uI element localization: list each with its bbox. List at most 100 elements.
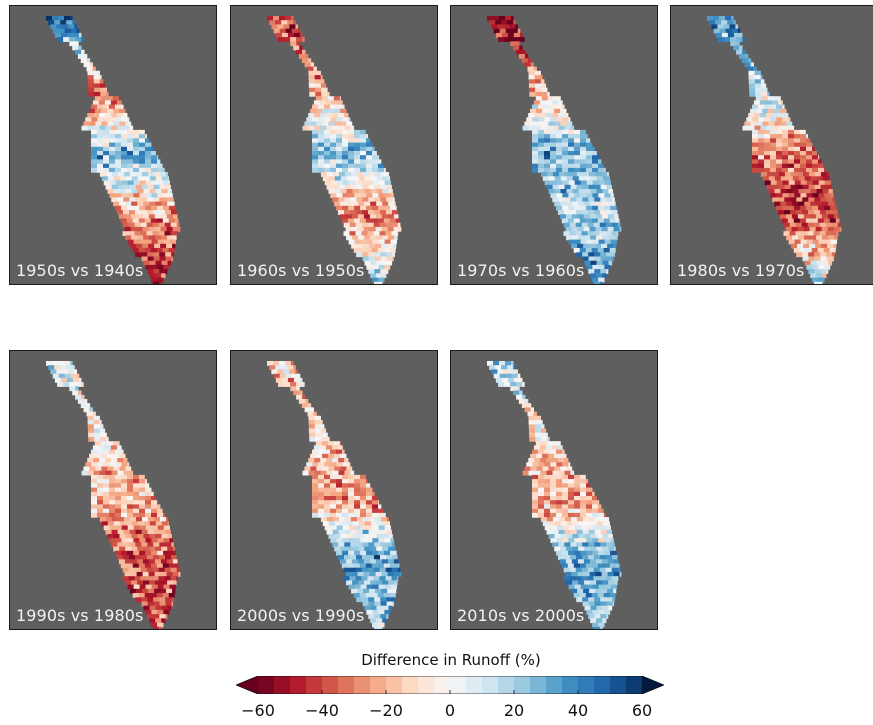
heatmap-cell — [533, 445, 541, 451]
heatmap-cell — [149, 176, 157, 182]
heatmap-cell — [374, 256, 382, 262]
heatmap-cell — [590, 618, 597, 624]
heatmap-cell — [342, 474, 349, 480]
heatmap-cell — [788, 151, 795, 156]
heatmap-cell — [584, 605, 592, 611]
heatmap-cell — [374, 197, 381, 203]
heatmap-cell — [546, 113, 553, 118]
heatmap-cell — [170, 222, 178, 228]
heatmap-cell — [806, 264, 813, 270]
heatmap-cell — [168, 248, 175, 253]
heatmap-cell — [596, 260, 604, 266]
heatmap-cell — [167, 521, 170, 527]
heatmap-cell — [106, 91, 109, 97]
heatmap-cell — [78, 45, 82, 51]
heatmap-cell — [157, 239, 165, 245]
heatmap-cell — [752, 167, 759, 173]
heatmap-cell — [348, 474, 355, 480]
heatmap-cell — [507, 365, 514, 371]
heatmap-cell — [119, 176, 127, 182]
heatmap-cell — [103, 167, 110, 173]
heatmap-cell — [330, 142, 337, 148]
heatmap-cell — [564, 458, 569, 463]
heatmap-cell — [572, 521, 580, 527]
heatmap-cell — [342, 508, 349, 514]
heatmap-cell — [109, 538, 116, 544]
heatmap-cell — [342, 483, 349, 489]
heatmap-cell — [380, 597, 387, 603]
heatmap-cell — [382, 273, 387, 279]
heatmap-cell — [141, 210, 148, 215]
heatmap-cell — [570, 517, 578, 522]
heatmap-cell — [348, 550, 355, 556]
heatmap-cell — [560, 534, 568, 539]
heatmap-cell — [375, 226, 383, 232]
heatmap-cell — [293, 390, 300, 396]
heatmap-cell — [374, 252, 381, 258]
heatmap-cell — [87, 113, 94, 118]
heatmap-cell — [284, 37, 291, 42]
heatmap-cell — [163, 205, 170, 211]
heatmap-cell — [337, 445, 343, 451]
heatmap-cell — [308, 70, 316, 76]
heatmap-cell — [805, 248, 813, 253]
heatmap-cell — [142, 559, 150, 565]
heatmap-cell — [103, 138, 110, 144]
heatmap-cell — [121, 142, 128, 148]
heatmap-cell — [336, 512, 343, 518]
heatmap-cell — [776, 134, 783, 139]
panel-label: 1960s vs 1950s — [237, 261, 365, 280]
heatmap-cell — [304, 399, 309, 404]
heatmap-cell — [115, 159, 122, 165]
heatmap-cell — [534, 79, 542, 85]
heatmap-cell — [352, 546, 359, 552]
heatmap-cell — [91, 487, 98, 493]
heatmap-cell — [576, 184, 584, 190]
heatmap-cell — [390, 538, 394, 544]
heatmap-cell — [568, 487, 575, 493]
heatmap-cell — [576, 517, 584, 522]
heatmap-cell — [580, 483, 587, 489]
heatmap-cell — [522, 49, 526, 55]
heatmap-cell — [807, 222, 815, 228]
heatmap-cell — [172, 571, 180, 577]
heatmap-cell — [105, 529, 113, 535]
heatmap-cell — [749, 91, 756, 97]
heatmap-cell — [72, 20, 75, 26]
heatmap-cell — [312, 159, 319, 165]
heatmap-cell — [544, 462, 551, 468]
heatmap-cell — [128, 576, 136, 582]
heatmap-cell — [386, 614, 389, 619]
heatmap-cell — [316, 108, 323, 114]
heatmap-cell — [558, 210, 565, 215]
heatmap-cell — [532, 146, 539, 152]
heatmap-cell — [342, 525, 350, 531]
heatmap-cell — [81, 382, 84, 387]
heatmap-cell — [336, 104, 343, 110]
heatmap-cell — [793, 248, 801, 253]
heatmap-cell — [151, 609, 158, 615]
heatmap-cell — [368, 529, 376, 535]
heatmap-cell — [141, 517, 149, 522]
heatmap-cell — [376, 521, 384, 527]
heatmap-cell — [99, 79, 104, 85]
heatmap-cell — [304, 54, 309, 59]
heatmap-cell — [800, 205, 807, 211]
heatmap-cell — [89, 453, 96, 459]
heatmap-cell — [580, 512, 587, 518]
heatmap-cell — [60, 377, 68, 383]
heatmap-cell — [566, 121, 573, 127]
heatmap-cell — [318, 129, 325, 135]
heatmap-cell — [544, 163, 551, 169]
heatmap-cell — [342, 479, 349, 484]
heatmap-cell — [566, 546, 573, 552]
heatmap-cell — [546, 470, 554, 476]
heatmap-cell — [815, 214, 823, 220]
heatmap-cell — [352, 534, 360, 539]
heatmap-cell — [161, 235, 168, 241]
heatmap-cell — [776, 142, 783, 148]
heatmap-cell — [92, 66, 96, 72]
heatmap-cell — [324, 151, 331, 156]
heatmap-cell — [133, 134, 140, 139]
heatmap-cell — [169, 239, 176, 245]
